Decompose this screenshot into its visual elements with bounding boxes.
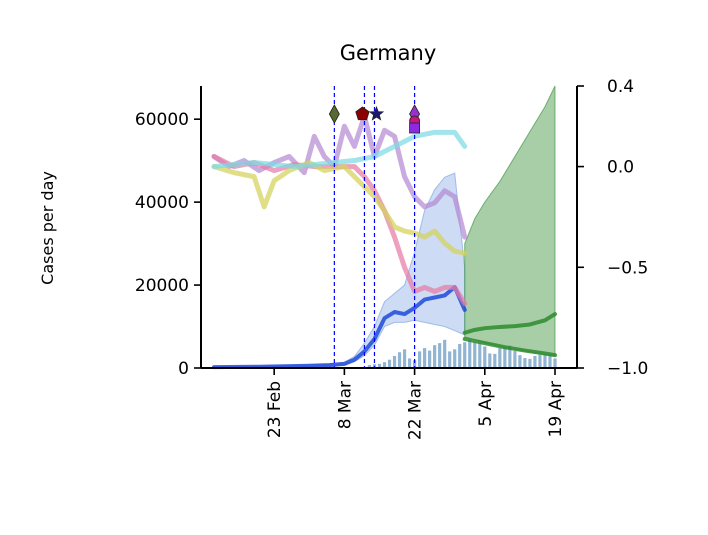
y-right-tick-label-1: −0.5 xyxy=(607,258,648,278)
bar-3-34 xyxy=(538,354,542,368)
x-tick-label-2: 22 Mar xyxy=(406,381,426,440)
bar-3-2 xyxy=(377,363,382,368)
y-axis-label: Cases per day xyxy=(38,171,57,285)
y-left-tick-label-2: 40000 xyxy=(135,193,189,213)
bar-3-4 xyxy=(387,359,392,368)
series-1-line xyxy=(462,312,557,335)
series-1-band xyxy=(464,85,556,357)
bar-3-30 xyxy=(518,355,522,368)
bar-3-14 xyxy=(438,343,442,368)
y-right-tick-label-3: 0.4 xyxy=(607,77,634,97)
bar-3-5 xyxy=(392,355,397,368)
bar-3-3 xyxy=(382,362,387,368)
series-7-line xyxy=(211,129,468,170)
events-layer xyxy=(328,86,421,368)
bar-3-19 xyxy=(463,342,467,368)
bars-layer xyxy=(367,339,557,368)
bar-3-35 xyxy=(543,354,547,368)
x-tick-label-0: 23 Feb xyxy=(265,381,285,438)
x-tick-label-1: 8 Mar xyxy=(335,381,355,429)
series-5-line xyxy=(211,154,468,307)
y-left-tick-label-0: 0 xyxy=(178,359,189,379)
bar-3-31 xyxy=(523,358,527,368)
bar-3-33 xyxy=(533,355,537,368)
series-0-band xyxy=(213,172,466,369)
bar-3-15 xyxy=(443,339,447,368)
axes-layer: 0 20000 40000 60000 −1.0 −0.5 0.0 0.4 23 Feb 8 Ma… xyxy=(135,77,648,440)
bar-3-22 xyxy=(478,342,482,368)
bar-3-18 xyxy=(458,343,462,368)
bar-3-7 xyxy=(402,349,407,368)
bar-3-9 xyxy=(412,360,417,368)
bar-3-11 xyxy=(423,348,427,368)
bar-3-28 xyxy=(508,345,512,368)
event-marker-3-2 xyxy=(409,122,420,134)
x-tick-label-3: 5 Apr xyxy=(476,381,496,427)
bar-3-21 xyxy=(473,341,477,368)
bar-3-20 xyxy=(468,339,472,368)
event-marker-2-0 xyxy=(368,105,385,121)
bar-3-13 xyxy=(433,345,437,368)
lines-layer xyxy=(211,113,557,370)
y-right-tick-label-2: 0.0 xyxy=(607,158,634,178)
bar-3-32 xyxy=(528,358,532,368)
bar-3-16 xyxy=(448,351,452,368)
bar-3-24 xyxy=(488,353,492,368)
bar-3-0 xyxy=(367,365,372,368)
bar-3-37 xyxy=(553,358,557,368)
bar-3-26 xyxy=(498,348,502,368)
x-tick-label-4: 19 Apr xyxy=(546,381,566,437)
bar-3-36 xyxy=(548,355,552,368)
y-right-tick-label-0: −1.0 xyxy=(607,359,648,379)
event-marker-0-0 xyxy=(328,104,340,124)
y-left-tick-label-1: 20000 xyxy=(135,276,189,296)
series-6-line xyxy=(211,160,468,256)
bar-3-6 xyxy=(397,352,402,368)
bar-3-23 xyxy=(483,346,487,368)
series-0-line xyxy=(212,285,467,370)
series-2-line xyxy=(462,336,557,358)
chart-title: Germany xyxy=(340,41,437,65)
bar-3-25 xyxy=(493,353,497,368)
bar-3-17 xyxy=(453,349,457,368)
bar-3-12 xyxy=(428,350,432,368)
bar-3-27 xyxy=(503,347,507,368)
bar-3-29 xyxy=(513,350,517,368)
event-marker-1-0 xyxy=(355,106,370,121)
bar-3-8 xyxy=(407,358,412,368)
bar-3-10 xyxy=(418,351,422,368)
y-left-tick-label-3: 60000 xyxy=(135,110,189,130)
